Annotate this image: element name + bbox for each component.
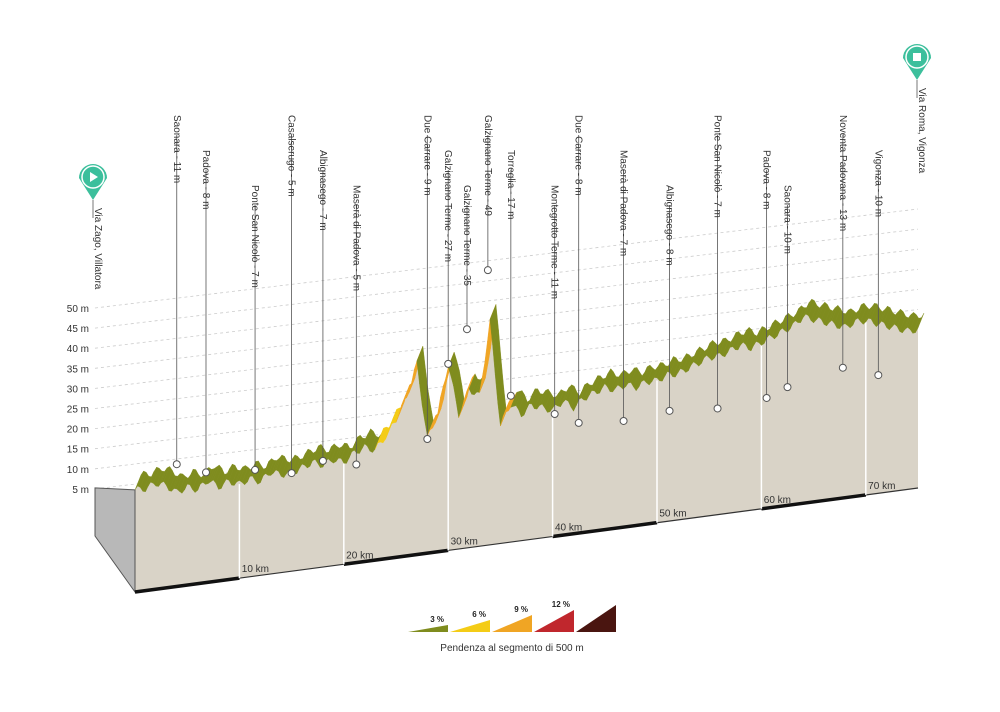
legend-entry: 6 %	[472, 610, 486, 619]
y-tick-label: 15 m	[67, 445, 89, 456]
waypoint-label: Montegrotto Terme - 11 m	[549, 185, 560, 299]
y-tick-label: 45 m	[67, 324, 89, 335]
grid-line	[94, 248, 919, 349]
waypoint-marker	[251, 465, 260, 474]
y-tick-label: 25 m	[67, 405, 89, 416]
ribbon-segment	[915, 312, 925, 333]
y-tick-label: 35 m	[67, 364, 89, 375]
waypoint-marker	[874, 371, 883, 380]
finish-marker: Via Roma, Vigonza	[903, 44, 931, 174]
waypoint-label: Torreglia - 17 m	[505, 150, 516, 219]
grid-lines	[94, 208, 919, 490]
x-tick-label: 40 km	[555, 523, 582, 534]
waypoint-label: Saonara - 10 m	[782, 185, 793, 254]
waypoint-label: Vigonza - 10 m	[872, 150, 883, 217]
grid-line	[94, 289, 919, 389]
finish-label: Via Roma, Vigonza	[916, 88, 927, 174]
waypoint-marker	[619, 416, 628, 425]
waypoint-marker	[550, 410, 559, 419]
waypoint-label: Maserà di Padova - 7 m	[618, 150, 629, 256]
legend-swatch	[576, 605, 616, 632]
play-icon	[90, 172, 98, 182]
y-axis-labels: 5 m 10 m 15 m 20 m 25 m 30 m 35 m 40 m 45 m 50 m	[67, 304, 89, 496]
waypoints: Saonara - 11 m Padova - 8 m Ponte San Nico…	[171, 115, 883, 478]
y-tick-label: 20 m	[67, 425, 89, 436]
waypoint-label: Ponte San Nicolò - 7 m	[249, 185, 260, 288]
waypoint-marker	[423, 434, 432, 443]
x-tick-label: 60 km	[764, 495, 791, 506]
profile-body	[94, 314, 919, 594]
x-tick-label: 20 km	[346, 550, 373, 561]
grid-line	[94, 268, 919, 369]
baseline-segment	[134, 576, 240, 594]
waypoint-marker	[462, 325, 471, 334]
y-tick-label: 30 m	[67, 384, 89, 395]
profile-area	[135, 314, 918, 592]
waypoint-label: Albignasego - 7 m	[317, 150, 328, 231]
waypoint-label: Galzignano Terme - 27 m	[442, 150, 453, 262]
waypoint-marker	[201, 468, 210, 477]
x-tick-label: 30 km	[451, 536, 478, 547]
waypoint-marker	[287, 469, 296, 478]
start-label: Via Zago, Villatora	[92, 208, 103, 290]
waypoint-marker	[713, 404, 722, 413]
waypoint-label: Maserà di Padova - 5 m	[350, 185, 361, 291]
waypoint-label: Due Carrare - 9 m	[421, 115, 432, 196]
waypoint-label: Saonara - 11 m	[171, 115, 182, 183]
legend-swatch	[408, 625, 448, 632]
waypoint-marker	[172, 460, 181, 469]
legend-swatch	[450, 620, 490, 632]
waypoint-marker	[762, 393, 771, 402]
waypoint-label: Galzignano Terme - 49	[482, 115, 493, 216]
waypoint-marker	[506, 391, 515, 400]
waypoint-label: Padova - 8 m	[761, 150, 772, 209]
waypoint-label: Albignasego - 8 m	[664, 185, 675, 266]
legend-caption: Pendenza al segmento di 500 m	[440, 643, 583, 654]
waypoint-marker	[574, 418, 583, 427]
waypoint-marker	[444, 359, 453, 368]
grid-line	[94, 208, 919, 309]
x-axis-labels: 10 km 20 km 30 km 40 km 50 km 60 km 70 km	[242, 481, 896, 575]
y-tick-label: 40 m	[67, 344, 89, 355]
x-tick-label: 70 km	[868, 481, 895, 492]
baseline-segment	[552, 520, 658, 539]
waypoint-label: Galzignano Terme - 35	[461, 185, 472, 286]
profile-side	[94, 487, 136, 594]
gradient-ribbon	[134, 298, 925, 494]
stop-icon	[913, 53, 921, 61]
y-tick-label: 50 m	[67, 304, 89, 315]
legend-swatch	[492, 615, 532, 632]
x-tick-label: 50 km	[659, 509, 686, 520]
waypoint-marker	[318, 456, 327, 465]
waypoint-marker	[352, 460, 361, 469]
waypoint-marker	[838, 363, 847, 372]
waypoint-label: Padova - 8 m	[200, 150, 211, 209]
legend-swatch	[534, 610, 574, 632]
waypoint-marker	[783, 383, 792, 392]
waypoint-label: Noventa Padovana - 13 m	[837, 115, 848, 231]
waypoint-label: Due Carrare - 8 m	[573, 115, 584, 196]
legend-entry: 12 %	[552, 600, 570, 609]
waypoint-marker	[483, 266, 492, 275]
x-tick-label: 10 km	[242, 564, 269, 575]
start-finish-markers: Via Zago, Villatora Via Roma, Vigonza	[79, 44, 931, 290]
legend-entry: 9 %	[514, 605, 528, 614]
legend: 3 % 6 % 9 % 12 % Pendenza al segmento di 500…	[408, 600, 616, 654]
y-tick-label: 10 m	[67, 465, 89, 476]
waypoint-label: Casalserugo - 5 m	[286, 115, 297, 197]
y-tick-label: 5 m	[72, 485, 89, 496]
waypoint-marker	[665, 406, 674, 415]
grid-line	[94, 228, 919, 329]
baseline-segment	[761, 493, 867, 511]
waypoint-label: Ponte San Nicolò - 7 m	[712, 115, 723, 218]
legend-entry: 3 %	[430, 615, 444, 624]
start-marker: Via Zago, Villatora	[79, 164, 107, 290]
baseline-segment	[343, 548, 449, 567]
